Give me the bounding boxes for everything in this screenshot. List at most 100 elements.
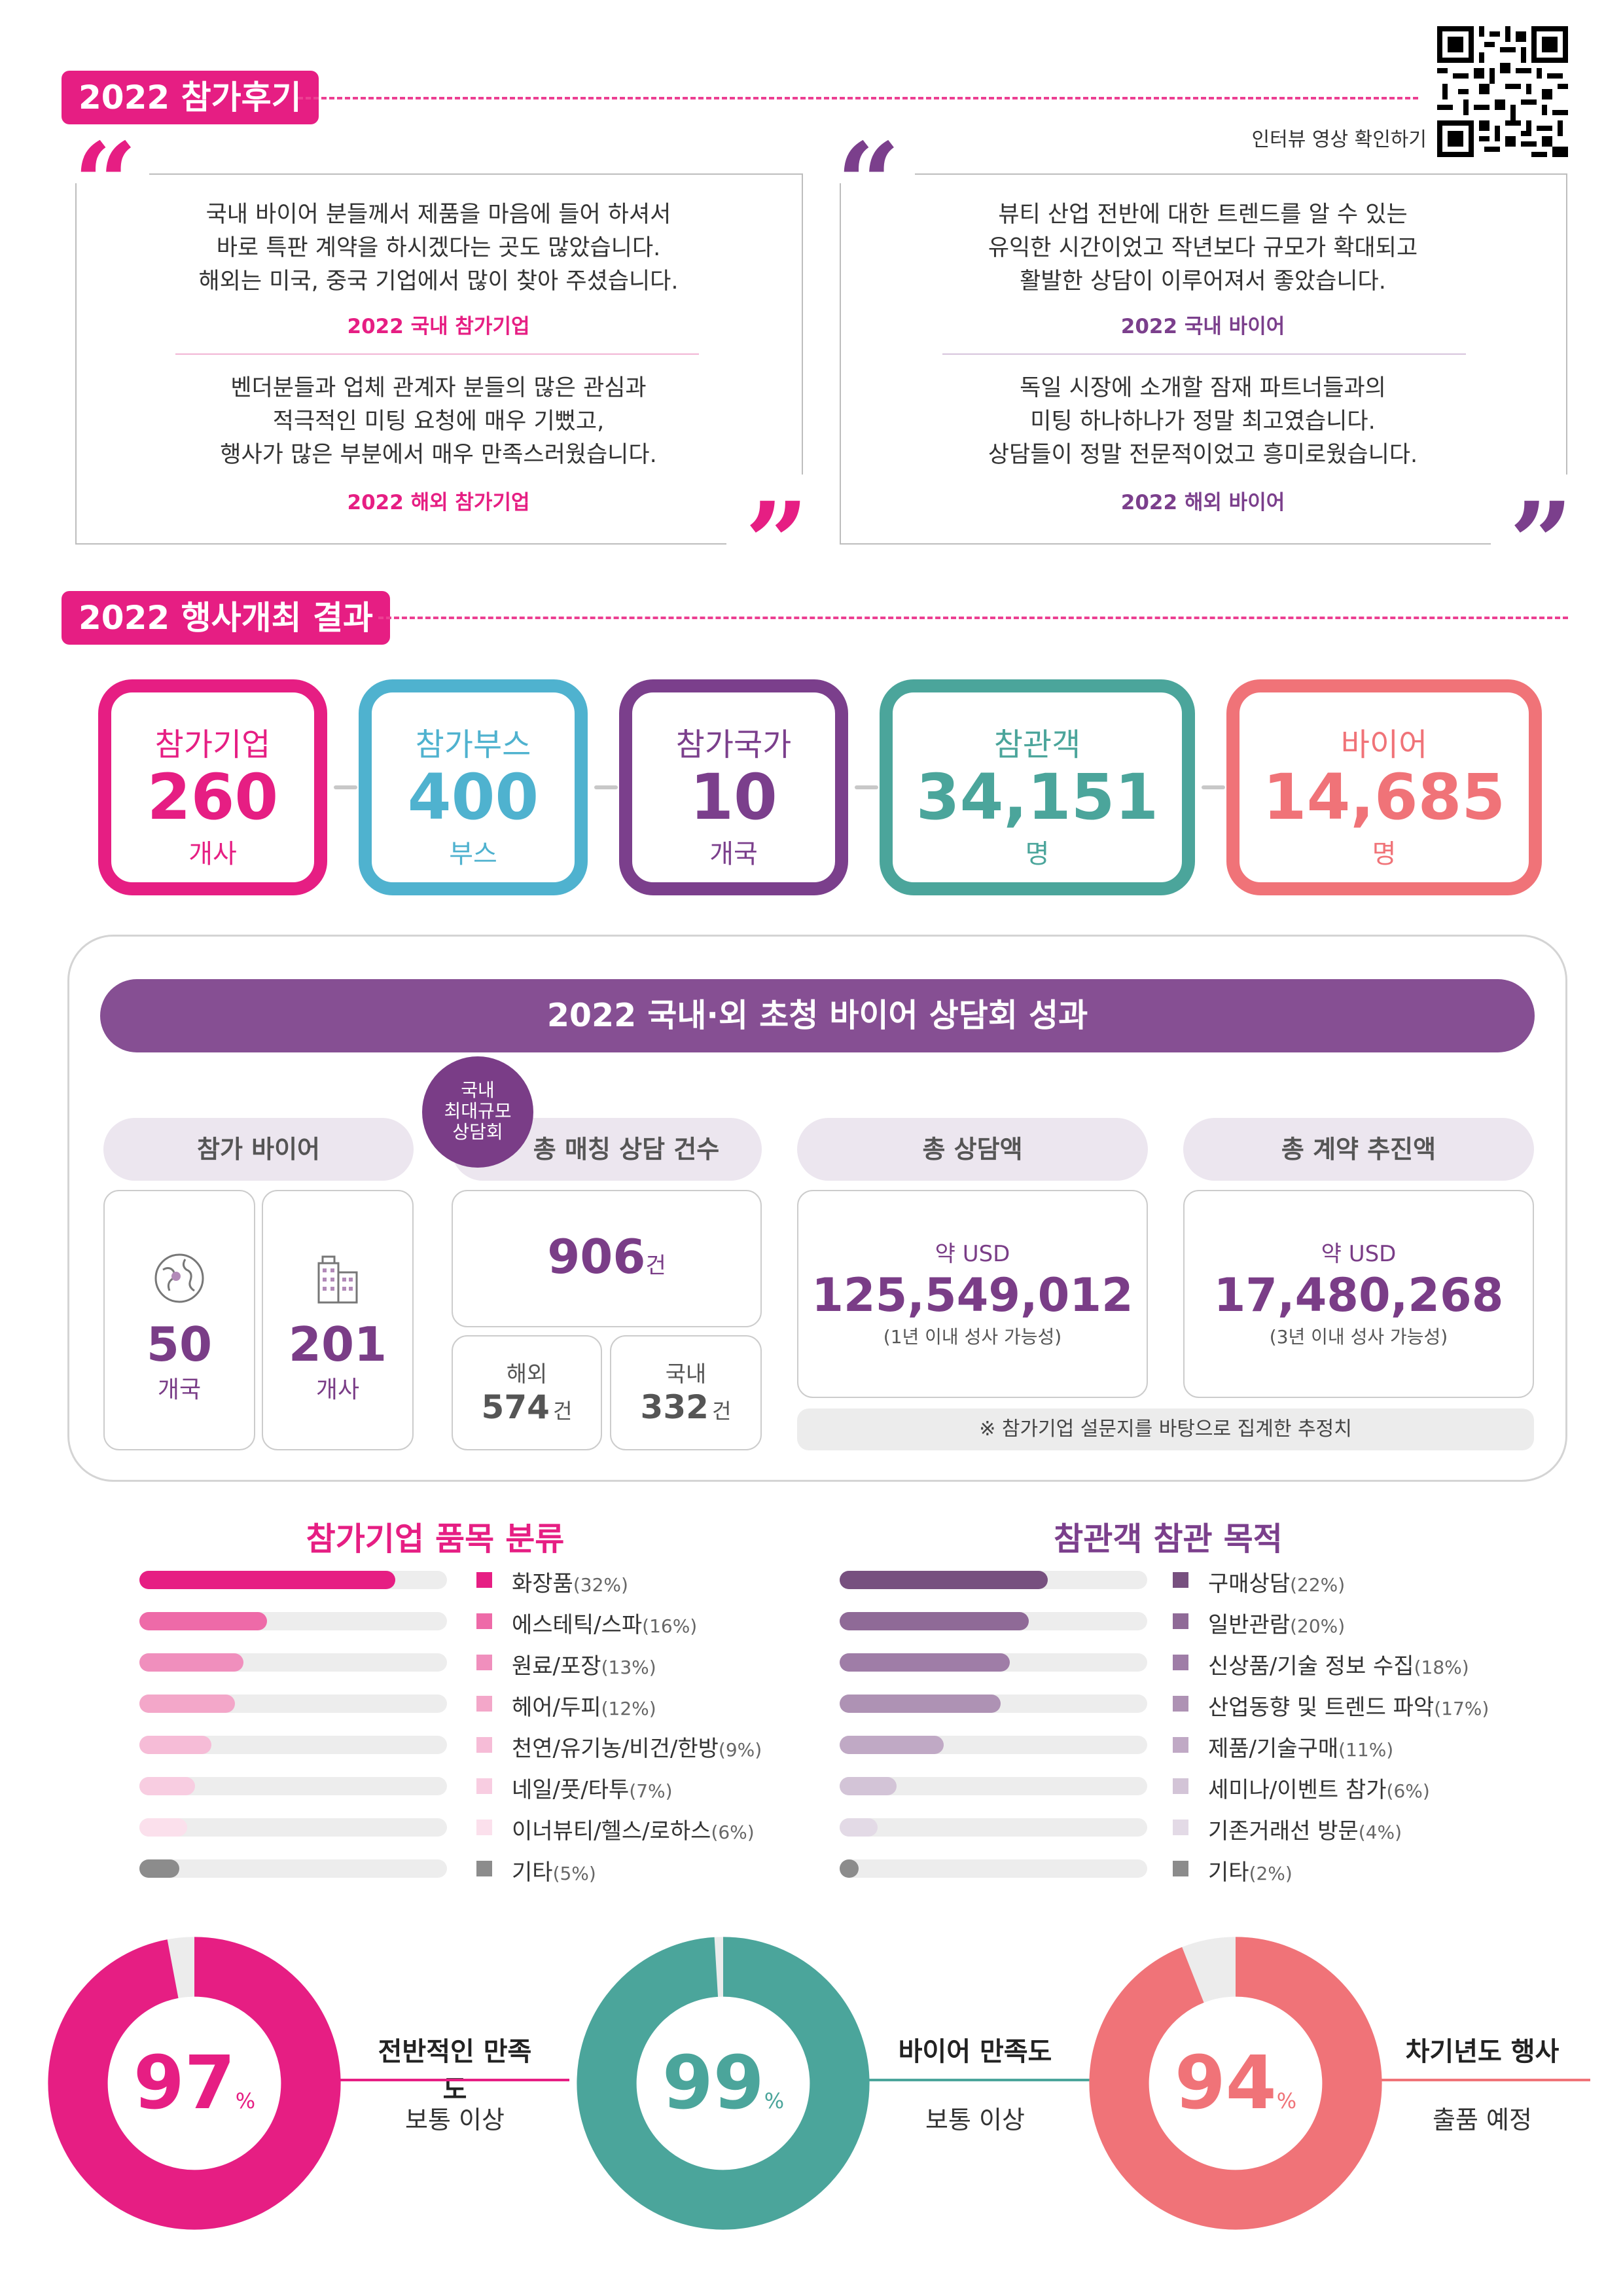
legend-label: 원료/포장(13%) [512,1653,656,1679]
consult-amount-header: 총 상담액 [797,1118,1148,1181]
matching-domestic-card: 국내 332 건 [610,1335,762,1450]
donut-label: 전반적인 만족도 [378,2037,532,2105]
donut-label: 차기년도 행사 [1405,2037,1560,2067]
contract-note: (3년 이내 성사 가능성) [1269,1326,1448,1348]
donut-value: 94% [1174,2041,1297,2126]
legend-swatch [1173,1861,1188,1876]
bar [840,1612,1029,1630]
bar [139,1736,211,1754]
legend-label: 기존거래선 방문(4%) [1208,1818,1402,1844]
bar [840,1571,1048,1589]
donut-sublabel: 출품 예정 [1433,2106,1532,2134]
stat-connector [855,785,878,789]
legend-swatch [476,1737,492,1753]
bar-track [139,1859,447,1878]
close-quote-icon: ” [745,478,809,609]
legend-label: 화장품(32%) [512,1571,628,1597]
contract-amount-header: 총 계약 추진액 [1183,1118,1534,1181]
bar [139,1818,187,1837]
bar [139,1859,179,1878]
bar [840,1736,944,1754]
donut-arc [48,1937,341,2230]
legend-swatch [1173,1613,1188,1629]
legend-swatch [1173,1820,1188,1835]
consult-amount-card: 약 USD 125,549,012 (1년 이내 성사 가능성) [797,1190,1148,1398]
bar [139,1777,195,1795]
bar [139,1612,267,1630]
legend-label: 제품/기술구매(11%) [1208,1736,1394,1762]
legend-swatch [476,1655,492,1670]
overseas-unit: 건 [553,1399,573,1424]
review-text: 벤더분들과 업체 관계자 분들의 많은 관심과 적극적인 미팅 요청에 매우 기뻤… [220,375,657,468]
building-icon [317,1255,358,1304]
stat-value: 400 [407,761,539,834]
stat-label: 바이어 [1340,726,1428,763]
donut-chart [48,1937,341,2230]
consult-prefix: 약 USD [935,1241,1010,1267]
legend-label: 네일/풋/타투(7%) [512,1777,673,1803]
qr-code-icon[interactable] [1437,26,1568,157]
bar-track [840,1571,1147,1589]
globe-icon [154,1253,204,1303]
legend-swatch [476,1696,492,1712]
reviews-section-title: 2022 참가후기 [62,71,319,124]
domestic-label: 국내 [665,1361,707,1388]
donut-arc [577,1937,870,2230]
review-separator [942,353,1466,355]
donut-chart [1089,1937,1382,2230]
legend-label: 구매상담(22%) [1208,1571,1346,1597]
stat-connector [334,785,357,789]
matching-total-card: 906건 [452,1190,762,1327]
review-source: 2022 국내 참가기업 [347,315,530,338]
stat-value: 260 [147,761,279,834]
stat-box-companies: 참가기업 260 개사 [98,679,327,895]
companies-value: 201 [288,1317,387,1372]
legend-swatch [476,1820,492,1835]
bar-track [840,1777,1147,1795]
companies-unit: 개사 [315,1376,360,1403]
stat-unit: 부스 [449,839,497,869]
stat-box-visitors: 참관객 34,151 명 [880,679,1195,895]
bar-track [840,1695,1147,1713]
legend-label: 세미나/이벤트 참가(6%) [1208,1777,1430,1803]
legend-label: 에스테틱/스파(16%) [512,1612,698,1638]
bar [840,1859,859,1878]
stat-unit: 개국 [709,839,758,869]
stat-value: 14,685 [1262,761,1506,834]
legend-swatch [476,1861,492,1876]
stat-box-booths: 참가부스 400 부스 [359,679,588,895]
bar-track [840,1736,1147,1754]
stat-unit: 개사 [188,839,237,869]
bar-track [139,1818,447,1837]
qr-caption: 인터뷰 영상 확인하기 [1251,128,1427,151]
stat-label: 참가부스 [415,726,531,763]
donut-sublabel: 보통 이상 [925,2106,1025,2134]
stat-connector [594,785,618,789]
bar-track [840,1653,1147,1672]
bar [840,1777,897,1795]
stat-label: 참가기업 [154,726,271,763]
contract-amount-card: 약 USD 17,480,268 (3년 이내 성사 가능성) [1183,1190,1534,1398]
stat-box-buyers: 바이어 14,685 명 [1226,679,1542,895]
legend-label: 기타(2%) [1208,1859,1293,1886]
review-separator [175,353,699,355]
donut-chart [577,1937,870,2230]
participants-companies-card: 201 개사 [262,1190,414,1450]
stat-connector [1202,785,1225,789]
review-text: 뷰티 산업 전반에 대한 트렌드를 알 수 있는 유익한 시간이었고 작년보다 규… [988,202,1418,295]
chart-title-categories: 참가기업 품목 분류 [306,1520,565,1558]
participants-countries-card: 50 개국 [103,1190,255,1450]
donut-value: 99% [662,2041,785,2126]
chart-title-purpose: 참관객 참관 목적 [1054,1520,1283,1558]
review-box-left [75,173,803,545]
bar [139,1653,243,1672]
domestic-value: 332 [640,1388,709,1426]
bar-track [139,1736,447,1754]
contract-value: 17,480,268 [1213,1268,1504,1322]
review-text: 국내 바이어 분들께서 제품을 마음에 들어 하셔서 바로 특판 계약을 하시겠다… [198,202,679,295]
close-quote-icon: ” [1509,478,1573,609]
countries-unit: 개국 [157,1376,202,1403]
stat-value: 10 [690,761,777,834]
legend-swatch [1173,1737,1188,1753]
largest-meeting-badge: 국내 최대규모 상담회 [422,1056,533,1168]
